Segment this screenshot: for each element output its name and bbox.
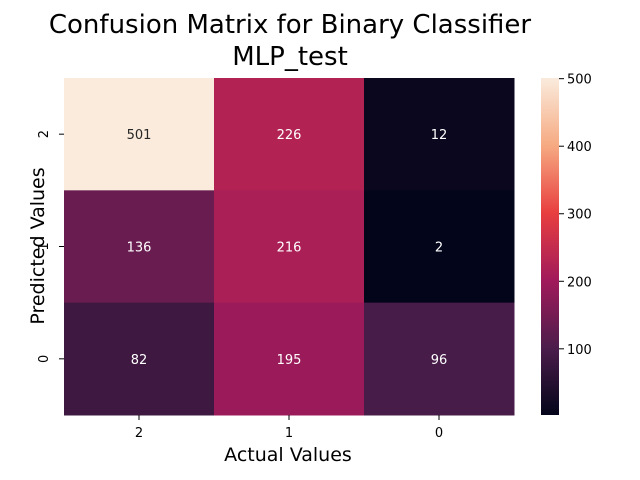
cell-value-label: 195 bbox=[277, 353, 302, 368]
cell-value-label: 501 bbox=[127, 128, 152, 143]
y-axis-ticks: 2 1 0 bbox=[37, 130, 64, 363]
heatmap-cell bbox=[214, 78, 365, 191]
heatmap-cell bbox=[214, 302, 365, 416]
cell-value-label: 216 bbox=[277, 240, 302, 255]
x-tick-label: 1 bbox=[285, 426, 293, 441]
heatmap-cell bbox=[364, 302, 515, 416]
y-axis-label: Predicted Values bbox=[27, 167, 49, 324]
heatmap-cell-labels: 501 226 12 136 216 2 82 195 96 bbox=[127, 128, 448, 368]
colorbar-tick-label: 500 bbox=[567, 73, 592, 88]
cell-value-label: 82 bbox=[131, 353, 148, 368]
chart-subtitle: MLP_test bbox=[232, 42, 348, 72]
cell-value-label: 12 bbox=[431, 128, 448, 143]
colorbar bbox=[541, 78, 559, 415]
heatmap-cell bbox=[64, 190, 215, 304]
heatmap-cell bbox=[364, 190, 515, 304]
x-tick-label: 2 bbox=[135, 426, 143, 441]
colorbar-tick-label: 100 bbox=[567, 343, 592, 358]
colorbar-tick-label: 400 bbox=[567, 140, 592, 155]
cell-value-label: 226 bbox=[277, 128, 302, 143]
colorbar-tick-label: 200 bbox=[567, 275, 592, 290]
cell-value-label: 96 bbox=[431, 353, 448, 368]
heatmap-cell bbox=[214, 190, 365, 304]
x-tick-label: 0 bbox=[435, 426, 443, 441]
y-tick-label: 2 bbox=[37, 130, 52, 138]
heatmap-cell bbox=[64, 78, 215, 191]
y-tick-label: 0 bbox=[37, 355, 52, 363]
colorbar-tick-label: 300 bbox=[567, 208, 592, 223]
y-tick-label: 1 bbox=[37, 242, 52, 250]
heatmap-cell bbox=[64, 302, 215, 416]
heatmap-cells bbox=[64, 78, 515, 416]
x-axis-label: Actual Values bbox=[224, 444, 352, 466]
colorbar-ticks: 100 200 300 400 500 bbox=[559, 73, 592, 358]
cell-value-label: 2 bbox=[435, 240, 443, 255]
x-axis-ticks: 2 1 0 bbox=[135, 414, 443, 441]
cell-value-label: 136 bbox=[127, 240, 152, 255]
chart-title: Confusion Matrix for Binary Classifier bbox=[48, 10, 532, 40]
heatmap-cell bbox=[364, 78, 515, 191]
